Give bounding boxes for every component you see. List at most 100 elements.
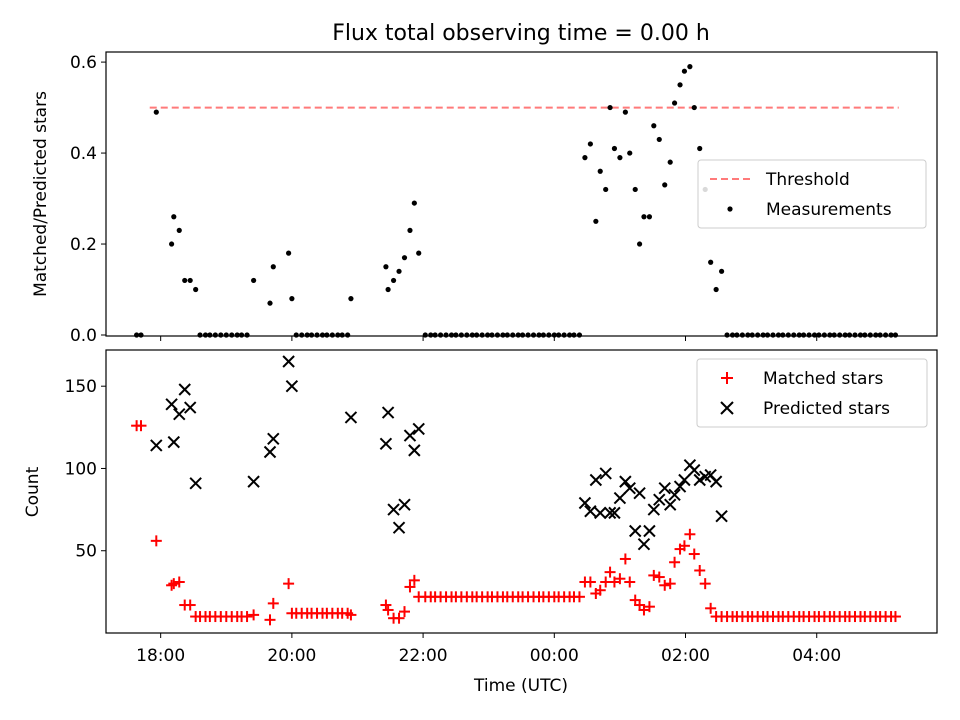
measurement-point xyxy=(169,241,175,247)
predicted-star-marker-b xyxy=(584,505,597,518)
measurement-point xyxy=(662,182,668,188)
predicted-star-marker-b xyxy=(589,473,603,487)
matched-star-marker xyxy=(241,611,253,623)
matched-star-marker xyxy=(184,599,196,611)
measurement-point xyxy=(764,332,771,338)
matched-star-marker xyxy=(248,609,260,621)
measurement-point xyxy=(385,286,391,293)
predicted-star-marker xyxy=(173,407,186,421)
top-y-tick-label: 0.4 xyxy=(70,144,97,164)
matched-star-marker xyxy=(573,591,585,603)
measurement-point xyxy=(791,332,797,338)
measurement-point xyxy=(576,332,583,338)
matched-star-marker xyxy=(619,553,631,565)
predicted-star-marker xyxy=(178,383,191,396)
predicted-star-marker xyxy=(167,435,180,449)
predicted-star-marker xyxy=(658,482,671,495)
predicted-star-marker xyxy=(637,537,651,551)
measurement-point xyxy=(821,332,827,338)
matched-star-marker xyxy=(624,576,636,588)
measurement-point xyxy=(888,332,894,338)
measurement-point xyxy=(489,332,495,338)
matched-star-marker xyxy=(173,576,185,588)
measurement-point xyxy=(335,332,341,338)
measurement-point xyxy=(432,332,438,338)
predicted-star-marker xyxy=(247,475,260,488)
measurement-point xyxy=(749,332,755,338)
measurement-point xyxy=(551,332,557,338)
measurement-point xyxy=(345,332,351,338)
predicted-star-marker xyxy=(678,473,691,487)
measurement-point xyxy=(329,332,335,338)
measurement-point xyxy=(401,255,408,261)
x-tick-label: 02:00 xyxy=(661,646,710,666)
bottom-y-tick-label: 150 xyxy=(65,377,97,397)
measurement-point xyxy=(677,82,683,88)
measurement-point xyxy=(697,145,703,152)
measurement-point xyxy=(593,218,599,224)
predicted-star-marker xyxy=(392,521,406,534)
top-y-tick-label: 0.2 xyxy=(70,235,97,255)
x-tick-label: 00:00 xyxy=(530,646,579,666)
measurement-point xyxy=(739,332,745,338)
measurement-point xyxy=(801,332,807,338)
matched-star-marker xyxy=(664,578,676,590)
predicted-star-marker-b xyxy=(633,486,646,500)
measurement-point xyxy=(582,155,588,161)
measurements-legend-swatch xyxy=(727,206,733,212)
measurement-point xyxy=(873,332,879,338)
top-legend: Threshold Measurements xyxy=(697,159,927,229)
predicted-star-marker xyxy=(629,524,642,538)
predicted-star-marker xyxy=(584,505,597,518)
measurement-point xyxy=(627,150,633,156)
predicted-star-marker xyxy=(663,498,677,511)
matched-star-marker xyxy=(648,569,660,581)
measurement-point xyxy=(877,332,883,338)
predicted-star-marker-b xyxy=(629,524,642,538)
matched-star-marker xyxy=(393,612,405,624)
measurement-point xyxy=(411,200,417,206)
predicted-star-marker-b xyxy=(183,401,197,414)
predicted-star-marker-b xyxy=(178,383,191,396)
measurement-point xyxy=(244,332,250,338)
predicted-legend-swatch xyxy=(720,401,734,415)
predicted-star-marker-b xyxy=(709,475,723,488)
x-tick-label: 22:00 xyxy=(399,646,448,666)
measurement-point xyxy=(443,332,449,338)
measurement-point xyxy=(229,332,235,338)
measurement-point xyxy=(651,123,657,129)
predicted-star-marker-b xyxy=(167,435,180,449)
measurement-point xyxy=(176,227,182,233)
bottom-axes-frame xyxy=(105,349,938,634)
predicted-star-marker xyxy=(165,398,178,411)
matched-star-marker xyxy=(678,540,690,552)
measurement-point xyxy=(348,296,354,302)
measurement-point xyxy=(745,332,751,338)
measurement-point xyxy=(193,286,199,293)
predicted-star-marker-b xyxy=(715,509,728,523)
matched-star-marker xyxy=(382,604,394,616)
chart-title: Flux total observing time = 0.00 h xyxy=(332,21,710,46)
measurement-point xyxy=(867,332,873,338)
predicted-star-marker xyxy=(589,473,603,487)
measurement-point xyxy=(656,136,662,143)
measurement-point xyxy=(479,332,485,338)
measurement-point xyxy=(182,277,188,284)
measurement-point xyxy=(571,332,577,338)
measurement-point xyxy=(314,332,320,338)
measurement-point xyxy=(713,286,719,293)
measurement-point xyxy=(267,300,273,306)
x-axis-label: Time (UTC) xyxy=(473,676,568,696)
measurement-point xyxy=(197,332,203,338)
predicted-star-marker xyxy=(613,491,627,505)
top-y-tick-label: 0.6 xyxy=(70,53,97,73)
measurement-point xyxy=(530,332,537,338)
measurement-point xyxy=(831,332,837,338)
matched-star-marker xyxy=(283,578,295,590)
measurement-point xyxy=(816,332,822,338)
matched-star-marker xyxy=(345,609,357,621)
measurement-point xyxy=(474,332,480,338)
matched-star-marker xyxy=(614,573,626,585)
